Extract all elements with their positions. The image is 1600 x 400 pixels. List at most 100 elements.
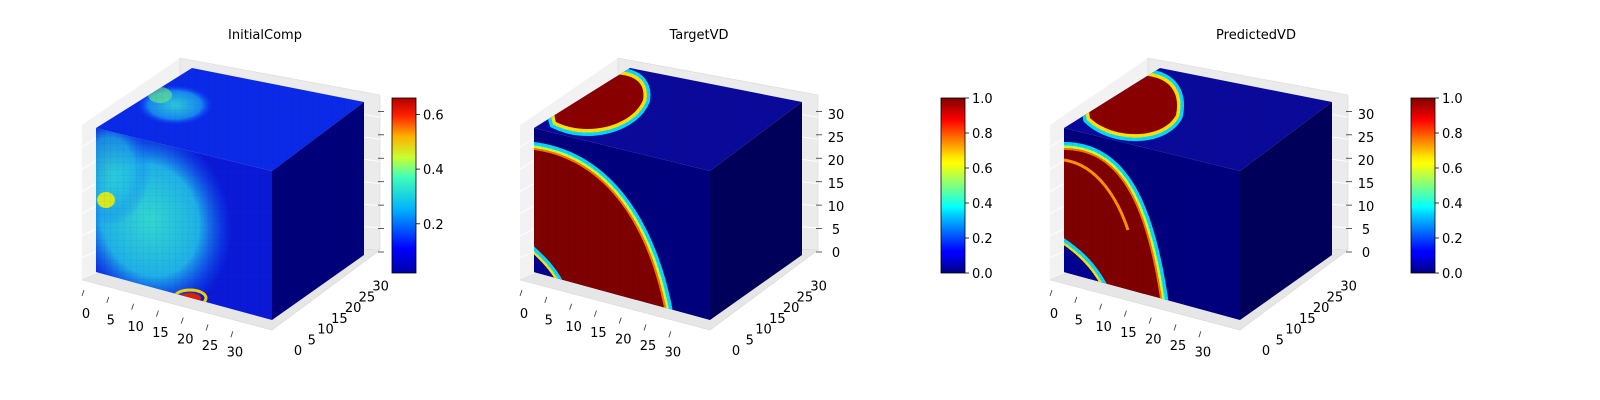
x-tick-label: 10 [127,320,144,335]
x-tick-label: 20 [1145,333,1162,348]
x-tick [230,331,234,338]
z-tick-label: 15 [828,177,845,192]
y-tick-label: 0 [1262,344,1270,359]
x-tick-label: 0 [82,307,90,322]
y-tick-label: 0 [732,344,740,359]
x-tick-label: 5 [1075,313,1083,328]
x-tick [1173,324,1177,331]
y-tick-label: 15 [331,312,348,327]
y-tick-label: 20 [1313,301,1330,316]
x-tick [1124,310,1127,317]
x-tick-label: 0 [1050,307,1058,322]
z-tick-label: 0 [1362,246,1370,261]
x-tick [131,303,134,310]
x-tick-label: 15 [590,326,607,341]
voxel-grid [710,102,802,320]
voxel-grid [534,68,802,171]
colorbar-tick-label: 0.8 [1442,127,1463,142]
colorbar-tick-label: 0.6 [1442,162,1463,177]
y-tick-label: 30 [1340,280,1357,295]
y-tick-label: 5 [308,333,316,348]
y-tick-label: 25 [1327,290,1344,305]
colorbar-tick-label: 0.2 [972,232,993,247]
colorbar-tick-label: 1.0 [1442,92,1463,107]
x-tick-label: 10 [1095,320,1112,335]
y-tick-label: 30 [810,280,827,295]
x-tick-label: 15 [1120,326,1137,341]
panel-title: InitialComp [228,28,302,43]
x-tick-label: 30 [665,345,682,360]
colorbar-tick-label: 0.4 [972,197,993,212]
z-tick-label: 20 [1358,154,1375,169]
x-tick [156,310,159,317]
colorbar-tick-label: 0.6 [972,162,993,177]
z-tick-label: 10 [828,200,845,215]
x-tick-label: 10 [565,320,582,335]
y-tick-label: 20 [345,301,362,316]
voxel-grid [1240,102,1332,320]
y-tick-label: 25 [797,290,814,305]
x-tick [594,310,597,317]
colorbar-tick-label: 0.4 [1442,197,1463,212]
z-tick-label: 5 [1362,223,1370,238]
z-tick-label: 15 [1358,177,1375,192]
x-tick [1049,289,1053,297]
y-tick-label: 30 [372,280,389,295]
x-tick [544,296,548,304]
x-tick [1074,296,1078,304]
z-tick-label: 20 [828,154,845,169]
voxel-grid [272,102,364,320]
y-tick-label: 10 [317,323,334,338]
colorbar-tick-label: 0.8 [972,127,993,142]
y-tick-label: 15 [1299,312,1316,327]
panel-title: PredictedVD [1216,28,1296,43]
z-tick-label: 10 [1358,200,1375,215]
y-tick-label: 20 [783,301,800,316]
y-tick-label: 5 [1276,333,1284,348]
z-tick-label: 30 [828,108,845,123]
x-tick-label: 25 [640,339,657,354]
y-tick-label: 10 [1285,323,1302,338]
x-tick [180,317,184,324]
z-tick-label: 0 [832,246,840,261]
x-tick [569,303,572,310]
x-tick-label: 25 [1170,339,1187,354]
voxel-grid [1064,128,1240,320]
panel-title: TargetVD [668,28,728,43]
y-tick-label: 10 [755,323,772,338]
z-tick-label: 25 [828,131,845,146]
voxel-grid [96,68,364,171]
x-tick-label: 20 [615,333,632,348]
voxel-grid [96,128,272,320]
z-tick-label: 5 [832,223,840,238]
x-tick-label: 5 [545,313,553,328]
x-tick [1198,331,1202,338]
x-tick-label: 15 [152,326,169,341]
colorbar [940,97,966,274]
colorbar-tick-label: 0.2 [423,218,444,233]
voxel-grid [1064,68,1332,171]
x-tick [618,317,622,324]
y-tick-label: 0 [294,344,302,359]
x-tick-label: 20 [177,333,194,348]
y-tick-label: 25 [359,290,376,305]
x-tick [643,324,647,331]
x-tick [519,289,523,297]
x-tick-label: 30 [227,345,244,360]
y-tick-label: 5 [746,333,754,348]
y-tick-label: 15 [769,312,786,327]
x-tick-label: 0 [520,307,528,322]
colorbar-tick-label: 0.0 [972,267,993,282]
z-tick-label: 30 [1358,108,1375,123]
colorbar-tick-label: 0.4 [423,163,444,178]
x-tick [1148,317,1152,324]
x-tick [1099,303,1102,310]
z-tick-label: 25 [1358,131,1375,146]
colorbar-tick-label: 0.2 [1442,232,1463,247]
x-tick [668,331,672,338]
colorbar [1410,97,1436,274]
